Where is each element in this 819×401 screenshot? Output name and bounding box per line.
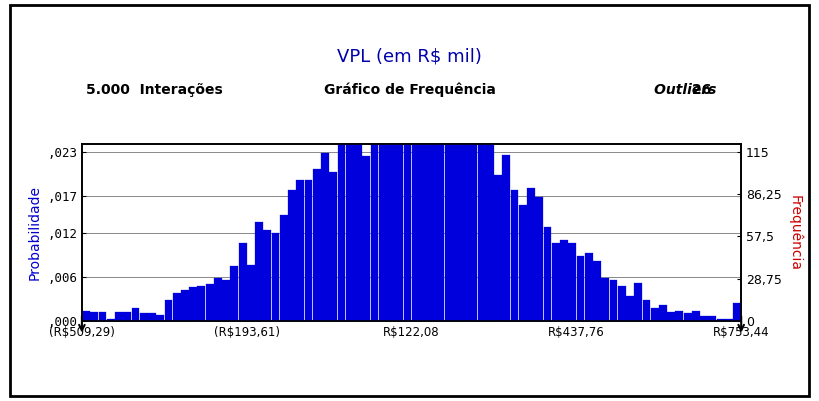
Bar	[379, 113, 387, 321]
Bar	[362, 156, 370, 321]
Bar	[477, 140, 486, 321]
Bar	[626, 296, 634, 321]
Bar	[165, 300, 172, 321]
Text: VPL (em R$ mil): VPL (em R$ mil)	[337, 47, 482, 65]
Text: Gráfico de Frequência: Gráfico de Frequência	[324, 83, 495, 97]
Bar	[288, 190, 296, 321]
Bar	[519, 205, 527, 321]
Bar	[337, 131, 346, 321]
Bar	[313, 169, 321, 321]
Bar	[676, 310, 683, 321]
Bar	[354, 111, 362, 321]
Bar	[396, 106, 403, 321]
Bar	[90, 312, 98, 321]
Bar	[494, 175, 502, 321]
Bar	[124, 312, 131, 321]
Text: 26: 26	[692, 83, 717, 97]
Bar	[305, 180, 312, 321]
Bar	[502, 155, 510, 321]
Bar	[247, 265, 255, 321]
Bar	[256, 222, 263, 321]
Bar	[651, 308, 658, 321]
Bar	[585, 253, 593, 321]
Y-axis label: Frequência: Frequência	[788, 194, 802, 271]
Text: Outliers: Outliers	[620, 83, 717, 97]
Bar	[634, 283, 642, 321]
Bar	[173, 293, 180, 321]
Bar	[428, 69, 436, 321]
Bar	[272, 233, 279, 321]
Bar	[593, 261, 601, 321]
Bar	[264, 230, 271, 321]
Text: 5.000  Interações: 5.000 Interações	[86, 83, 223, 97]
Bar	[511, 190, 518, 321]
Bar	[733, 303, 741, 321]
Bar	[708, 316, 717, 321]
Bar	[437, 106, 444, 321]
Bar	[189, 287, 197, 321]
Bar	[700, 316, 708, 321]
Bar	[568, 243, 576, 321]
Bar	[132, 308, 139, 321]
Bar	[453, 119, 461, 321]
Bar	[296, 180, 304, 321]
Bar	[280, 215, 287, 321]
Bar	[544, 227, 551, 321]
Bar	[329, 172, 337, 321]
Bar	[486, 143, 494, 321]
Bar	[725, 319, 733, 321]
Bar	[659, 305, 667, 321]
Bar	[98, 312, 106, 321]
Bar	[552, 243, 559, 321]
Bar	[140, 314, 147, 321]
Bar	[197, 286, 206, 321]
Y-axis label: Probabilidade: Probabilidade	[28, 185, 42, 280]
Bar	[536, 197, 543, 321]
Bar	[420, 131, 428, 321]
Bar	[106, 319, 115, 321]
Bar	[82, 310, 90, 321]
Bar	[230, 266, 238, 321]
Bar	[346, 113, 354, 321]
Bar	[238, 243, 247, 321]
Bar	[527, 188, 535, 321]
Bar	[601, 278, 609, 321]
Bar	[560, 240, 568, 321]
Bar	[618, 286, 626, 321]
Bar	[609, 279, 618, 321]
Bar	[717, 319, 725, 321]
Bar	[206, 284, 214, 321]
Bar	[148, 314, 156, 321]
Bar	[214, 278, 222, 321]
Bar	[404, 90, 411, 321]
Bar	[156, 315, 164, 321]
Bar	[181, 290, 189, 321]
Bar	[387, 107, 395, 321]
Bar	[412, 111, 419, 321]
Bar	[469, 128, 477, 321]
Bar	[577, 256, 585, 321]
Bar	[667, 312, 675, 321]
Bar	[222, 279, 230, 321]
Bar	[445, 105, 453, 321]
Bar	[321, 153, 329, 321]
Bar	[461, 78, 469, 321]
Bar	[692, 310, 699, 321]
Bar	[684, 314, 691, 321]
Bar	[643, 300, 650, 321]
Bar	[115, 312, 123, 321]
Bar	[370, 124, 378, 321]
